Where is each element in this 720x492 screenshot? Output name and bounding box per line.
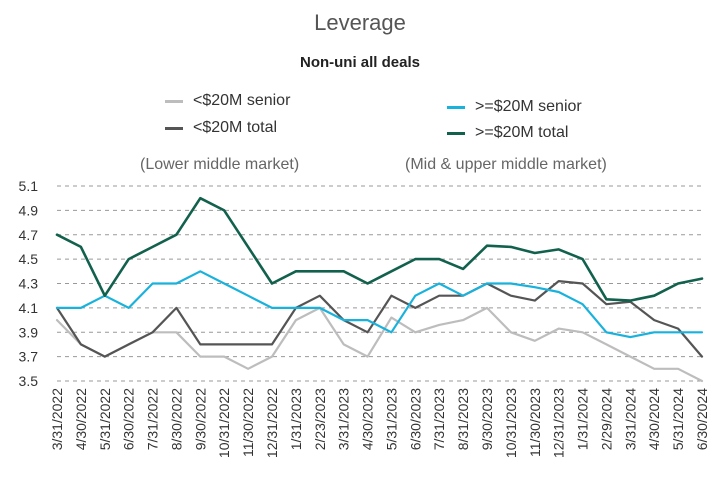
x-tick-label: 1/31/2024 [575, 388, 591, 450]
series-line-1 [55, 306, 704, 383]
series-lines [55, 196, 704, 383]
y-tick-label: 4.5 [19, 251, 39, 267]
x-tick-label: 8/30/2022 [168, 388, 184, 450]
y-tick-label: 5.1 [19, 178, 39, 194]
x-tick-label: 7/31/2023 [431, 388, 447, 450]
legend-label: <$20M total [193, 119, 278, 136]
x-tick-label: 2/29/2024 [598, 388, 614, 450]
y-tick-label: 3.5 [19, 373, 39, 389]
legend-label: >=$20M total [475, 124, 569, 141]
x-tick-label: 5/31/2024 [670, 388, 686, 450]
legend-item-lt20m-senior: <$20M senior [165, 92, 290, 110]
x-tick-label: 11/30/2023 [527, 388, 543, 457]
y-tick-label: 4.3 [19, 276, 39, 292]
x-tick-label: 6/30/2024 [694, 388, 710, 450]
series-line-4 [55, 196, 704, 302]
group-label-lower-middle-market: (Lower middle market) [140, 156, 300, 173]
chart-subtitle: Non-uni all deals [299, 54, 420, 71]
series-line-2 [55, 280, 704, 358]
legend-label: <$20M senior [193, 92, 291, 109]
x-tick-label: 9/30/2023 [479, 388, 495, 450]
legend-item-lt20m-total: <$20M total [165, 119, 277, 137]
legend-swatch [165, 99, 183, 103]
legend-item-gte20m-senior: >=$20M senior [447, 98, 582, 116]
x-tick-label: 12/31/2023 [551, 388, 567, 458]
y-tick-label: 4.9 [19, 202, 39, 218]
x-tick-label: 4/30/2022 [73, 388, 89, 450]
legend-swatch [447, 105, 465, 109]
legend-swatch [165, 126, 183, 130]
x-tick-label: 1/31/2023 [288, 388, 304, 450]
y-tick-label: 4.1 [19, 300, 39, 316]
legend-item-gte20m-total: >=$20M total [447, 124, 568, 142]
x-tick-label: 10/31/2022 [216, 388, 232, 458]
y-axis-ticks: 5.1 4.9 4.7 4.5 4.3 4.1 3.9 3.7 3.5 [19, 178, 39, 389]
x-tick-label: 6/30/2022 [121, 388, 137, 450]
x-tick-label: 6/30/2023 [407, 388, 423, 450]
x-tick-label: 9/30/2022 [192, 388, 208, 450]
x-tick-label: 3/31/2024 [622, 388, 638, 450]
x-tick-label: 8/31/2023 [455, 388, 471, 450]
y-tick-label: 3.9 [19, 324, 39, 340]
y-tick-label: 4.7 [19, 227, 39, 243]
x-tick-label: 12/31/2022 [264, 388, 280, 458]
x-tick-label: 5/31/2023 [383, 388, 399, 450]
x-tick-label: 10/31/2023 [503, 388, 519, 458]
series-line-3 [55, 270, 704, 339]
group-label-mid-upper-middle-market: (Mid & upper middle market) [405, 156, 607, 173]
x-tick-label: 3/31/2022 [49, 388, 65, 450]
x-tick-label: 2/23/2023 [312, 388, 328, 450]
x-axis-ticks: 3/31/2022 4/30/2022 5/31/2022 6/30/2022 7/31… [49, 388, 710, 458]
x-tick-label: 4/30/2023 [360, 388, 376, 450]
x-tick-label: 4/30/2024 [646, 388, 662, 450]
x-tick-label: 11/30/2022 [240, 388, 256, 457]
legend-label: >=$20M senior [475, 98, 582, 115]
chart-title: Leverage [314, 10, 406, 35]
y-tick-label: 3.7 [19, 349, 39, 365]
legend-swatch [447, 131, 465, 135]
x-tick-label: 7/31/2022 [145, 388, 161, 450]
x-tick-label: 5/31/2022 [97, 388, 113, 450]
x-tick-label: 3/31/2023 [336, 388, 352, 450]
